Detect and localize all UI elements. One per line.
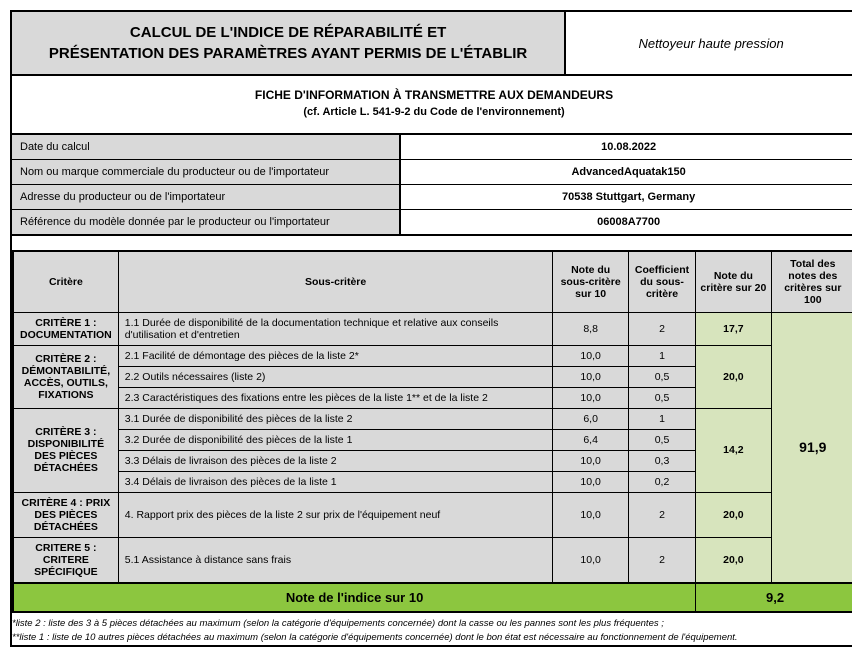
info-value-3: 06008A7700	[400, 209, 852, 235]
note-sous-1-0: 10,0	[553, 345, 628, 366]
sous-critere-2-2: 3.3 Délais de livraison des pièces de la…	[118, 450, 553, 471]
coef-1-0: 1	[628, 345, 695, 366]
note-critere-2: 14,2	[696, 408, 771, 492]
note-index-value: 9,2	[696, 583, 852, 612]
note-sous-2-2: 10,0	[553, 450, 628, 471]
note-sous-1-2: 10,0	[553, 387, 628, 408]
subtitle-block: FICHE D'INFORMATION À TRANSMETTRE AUX DE…	[12, 76, 852, 133]
note-index-label: Note de l'indice sur 10	[13, 583, 696, 612]
criteria-name-2: CRITÈRE 3 : DISPONIBILITÉ DES PIÈCES DÉT…	[13, 408, 118, 492]
note-critere-0: 17,7	[696, 312, 771, 345]
coef-4-0: 2	[628, 537, 695, 583]
info-row-0: Date du calcul 10.08.2022	[12, 134, 852, 160]
coef-1-2: 0,5	[628, 387, 695, 408]
note-sous-0-0: 8,8	[553, 312, 628, 345]
header-row: CALCUL DE L'INDICE DE RÉPARABILITÉ ET PR…	[12, 12, 852, 76]
sous-critere-3-0: 4. Rapport prix des pièces de la liste 2…	[118, 492, 553, 537]
info-value-2: 70538 Stuttgart, Germany	[400, 184, 852, 209]
col-header-note-crit: Note du critère sur 20	[696, 251, 771, 313]
device-type-label: Nettoyeur haute pression	[566, 12, 852, 74]
info-label-2: Adresse du producteur ou de l'importateu…	[12, 184, 400, 209]
sous-critere-2-3: 3.4 Délais de livraison des pièces de la…	[118, 471, 553, 492]
criteria-name-1: CRITÈRE 2 : DÉMONTABILITÉ, ACCÈS, OUTILS…	[13, 345, 118, 408]
sous-critere-1-2: 2.3 Caractéristiques des fixations entre…	[118, 387, 553, 408]
sous-critere-1-0: 2.1 Facilité de démontage des pièces de …	[118, 345, 553, 366]
criteria-row-2-0: CRITÈRE 3 : DISPONIBILITÉ DES PIÈCES DÉT…	[13, 408, 852, 429]
info-row-3: Référence du modèle donnée par le produc…	[12, 209, 852, 235]
coef-1-1: 0,5	[628, 366, 695, 387]
info-value-0: 10.08.2022	[400, 134, 852, 160]
note-critere-4: 20,0	[696, 537, 771, 583]
note-sous-3-0: 10,0	[553, 492, 628, 537]
criteria-row-4-0: CRITERE 5 : CRITERE SPÉCIFIQUE 5.1 Assist…	[13, 537, 852, 583]
col-header-souscritere: Sous-critère	[118, 251, 553, 313]
note-sous-1-1: 10,0	[553, 366, 628, 387]
coef-0-0: 2	[628, 312, 695, 345]
footnote-1: *liste 2 : liste des 3 à 5 pièces détach…	[12, 617, 852, 631]
note-critere-1: 20,0	[696, 345, 771, 408]
coef-2-2: 0,3	[628, 450, 695, 471]
note-sous-2-1: 6,4	[553, 429, 628, 450]
col-header-total: Total des notes des critères sur 100	[771, 251, 852, 313]
coef-2-1: 0,5	[628, 429, 695, 450]
info-row-1: Nom ou marque commerciale du producteur …	[12, 159, 852, 184]
total-notes-criteres: 91,9	[771, 312, 852, 583]
page-title: CALCUL DE L'INDICE DE RÉPARABILITÉ ET PR…	[12, 12, 566, 74]
footnote-2: **liste 1 : liste de 10 autres pièces dé…	[12, 631, 852, 645]
criteria-name-3: CRITÈRE 4 : PRIX DES PIÈCES DÉTACHÉES	[13, 492, 118, 537]
note-sous-2-0: 6,0	[553, 408, 628, 429]
info-row-2: Adresse du producteur ou de l'importateu…	[12, 184, 852, 209]
coef-3-0: 2	[628, 492, 695, 537]
sous-critere-4-0: 5.1 Assistance à distance sans frais	[118, 537, 553, 583]
sous-critere-2-0: 3.1 Durée de disponibilité des pièces de…	[118, 408, 553, 429]
col-header-coef: Coefficient du sous-critère	[628, 251, 695, 313]
info-label-1: Nom ou marque commerciale du producteur …	[12, 159, 400, 184]
info-label-0: Date du calcul	[12, 134, 400, 160]
footnotes-block: *liste 2 : liste des 3 à 5 pièces détach…	[12, 613, 852, 646]
sous-critere-2-1: 3.2 Durée de disponibilité des pièces de…	[118, 429, 553, 450]
coef-2-3: 0,2	[628, 471, 695, 492]
criteria-row-1-0: CRITÈRE 2 : DÉMONTABILITÉ, ACCÈS, OUTILS…	[13, 345, 852, 366]
sous-critere-1-1: 2.2 Outils nécessaires (liste 2)	[118, 366, 553, 387]
sous-critere-0-0: 1.1 Durée de disponibilité de la documen…	[118, 312, 553, 345]
info-label-3: Référence du modèle donnée par le produc…	[12, 209, 400, 235]
info-value-1: AdvancedAquatak150	[400, 159, 852, 184]
criteria-table: Critère Sous-critère Note du sous-critèr…	[12, 250, 852, 613]
criteria-row-0-0: CRITÈRE 1 : DOCUMENTATION 1.1 Durée de di…	[13, 312, 852, 345]
coef-2-0: 1	[628, 408, 695, 429]
criteria-row-3-0: CRITÈRE 4 : PRIX DES PIÈCES DÉTACHÉES 4. …	[13, 492, 852, 537]
info-table: Date du calcul 10.08.2022 Nom ou marque co…	[12, 133, 852, 236]
col-header-critere: Critère	[13, 251, 118, 313]
note-critere-3: 20,0	[696, 492, 771, 537]
document-sheet: CALCUL DE L'INDICE DE RÉPARABILITÉ ET PR…	[10, 10, 852, 647]
note-sous-4-0: 10,0	[553, 537, 628, 583]
note-sous-2-3: 10,0	[553, 471, 628, 492]
criteria-name-0: CRITÈRE 1 : DOCUMENTATION	[13, 312, 118, 345]
col-header-note-sous: Note du sous-critère sur 10	[553, 251, 628, 313]
criteria-name-4: CRITERE 5 : CRITERE SPÉCIFIQUE	[13, 537, 118, 583]
note-index-row: Note de l'indice sur 10 9,2	[13, 583, 852, 612]
